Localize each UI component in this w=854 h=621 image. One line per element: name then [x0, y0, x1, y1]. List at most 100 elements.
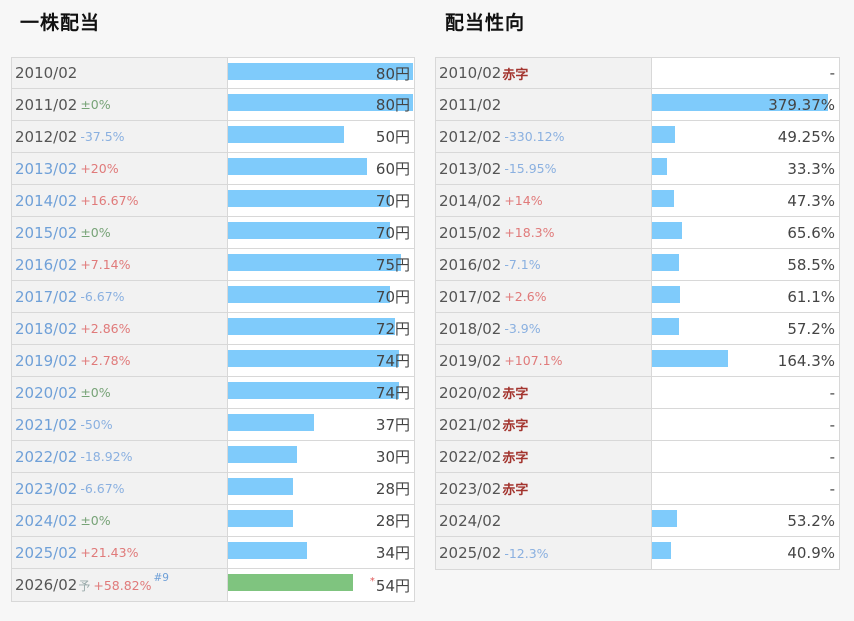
- value-label: 61.1%: [787, 287, 835, 306]
- value-label: 74円: [375, 352, 410, 370]
- year-cell: 2017/02 +2.6%: [436, 281, 652, 312]
- year-label: 2010/02: [439, 64, 502, 82]
- change-label: +2.6%: [504, 289, 547, 304]
- bar-cell: -: [652, 441, 839, 472]
- table-row: 2019/02 +2.78% 74円: [12, 345, 414, 377]
- year-cell: 2012/02 -37.5%: [12, 121, 228, 152]
- table-row: 2021/02 赤字 -: [436, 409, 839, 441]
- table-row: 2013/02 +20% 60円: [12, 153, 414, 185]
- dividend-bar: [228, 382, 399, 399]
- year-cell: 2022/02 赤字: [436, 441, 652, 472]
- year-label: 2025/02: [439, 544, 502, 562]
- deficit-label: 赤字: [502, 451, 529, 466]
- value-label: 34円: [375, 544, 410, 562]
- dividend-bar: [228, 510, 293, 527]
- year-cell: 2014/02 +14%: [436, 185, 652, 216]
- table-row: 2017/02 -6.67% 70円: [12, 281, 414, 313]
- year-cell: 2010/02: [12, 58, 228, 88]
- deficit-label: 赤字: [502, 67, 529, 83]
- bar-cell: 164.3%: [652, 345, 839, 376]
- table-row: 2023/02 赤字 -: [436, 473, 839, 505]
- value-label: 70円: [375, 192, 410, 210]
- bar-cell: 33.3%: [652, 153, 839, 184]
- year-label: 2022/02: [15, 447, 78, 466]
- bar-cell: -: [652, 409, 839, 440]
- value-label: 70円: [375, 288, 410, 306]
- bar-cell: -: [652, 473, 839, 504]
- year-cell: 2019/02 +2.78%: [12, 345, 228, 376]
- table-row: 2021/02 -50% 37円: [12, 409, 414, 441]
- payout-bar: [652, 286, 680, 303]
- bar-cell: 70円: [228, 281, 414, 312]
- table-row: 2014/02 +16.67% 70円: [12, 185, 414, 217]
- table-row: 2018/02 +2.86% 72円: [12, 313, 414, 345]
- year-label: 2012/02: [15, 127, 78, 146]
- year-label: 2024/02: [439, 511, 502, 530]
- value-label: -: [829, 64, 835, 82]
- bar-cell: -: [652, 58, 839, 88]
- year-cell: 2014/02 +16.67%: [12, 185, 228, 216]
- year-label: 2020/02: [15, 383, 78, 402]
- year-label: 2021/02: [15, 415, 78, 434]
- dividend-bar: [228, 446, 297, 463]
- value-label: 65.6%: [787, 223, 835, 242]
- change-label: ±0%: [80, 513, 111, 528]
- year-label: 2023/02: [439, 479, 502, 498]
- year-label: 2019/02: [439, 351, 502, 370]
- payout-bar: [652, 126, 675, 143]
- year-label: 2014/02: [439, 191, 502, 210]
- year-label: 2015/02: [439, 223, 502, 242]
- dividend-bar: [228, 350, 399, 367]
- note-link[interactable]: #9: [153, 572, 169, 584]
- change-label: -12.3%: [504, 545, 549, 561]
- table-row: 2026/02 予 +58.82% #9 * 54円: [12, 569, 414, 601]
- table-row: 2022/02 -18.92% 30円: [12, 441, 414, 473]
- year-cell: 2018/02 -3.9%: [436, 313, 652, 344]
- year-cell: 2012/02 -330.12%: [436, 121, 652, 152]
- bar-cell: -: [652, 377, 839, 408]
- payout-table: 2010/02 赤字 -2011/02 379.37% 2012/02 -330.12% 4…: [435, 57, 840, 570]
- value-label: 28円: [375, 480, 410, 498]
- payout-bar: [652, 222, 682, 239]
- bar-cell: 53.2%: [652, 505, 839, 536]
- dividend-bar: [228, 94, 413, 111]
- bar-cell: 379.37%: [652, 89, 839, 120]
- payout-bar: [652, 190, 674, 207]
- dividend-bar: [228, 286, 390, 303]
- table-row: 2010/02 80円: [12, 58, 414, 89]
- year-cell: 2020/02 赤字: [436, 377, 652, 408]
- table-row: 2020/02 ±0% 74円: [12, 377, 414, 409]
- year-cell: 2017/02 -6.67%: [12, 281, 228, 312]
- value-label: 70円: [375, 224, 410, 242]
- table-row: 2010/02 赤字 -: [436, 58, 839, 89]
- year-cell: 2019/02 +107.1%: [436, 345, 652, 376]
- year-label: 2019/02: [15, 351, 78, 370]
- year-label: 2022/02: [439, 447, 502, 466]
- dividend-bar: [228, 542, 307, 559]
- value-label: 37円: [375, 416, 410, 434]
- change-label: -18.92%: [80, 449, 133, 464]
- change-label: +21.43%: [80, 545, 139, 560]
- year-label: 2013/02: [15, 159, 78, 178]
- dividend-bar: [228, 318, 395, 335]
- table-row: 2013/02 -15.95% 33.3%: [436, 153, 839, 185]
- payout-bar: [652, 94, 828, 111]
- table-row: 2016/02 +7.14% 75円: [12, 249, 414, 281]
- value-label: 49.25%: [777, 127, 835, 146]
- year-cell: 2021/02 赤字: [436, 409, 652, 440]
- year-label: 2011/02: [439, 95, 502, 114]
- value-label: 80円: [375, 64, 410, 83]
- year-cell: 2023/02 赤字: [436, 473, 652, 504]
- value-label: 60円: [375, 160, 410, 178]
- change-label: ±0%: [80, 225, 111, 240]
- year-cell: 2024/02: [436, 505, 652, 536]
- year-cell: 2025/02 +21.43%: [12, 537, 228, 568]
- bar-cell: 74円: [228, 345, 414, 376]
- dividend-bar: [228, 63, 413, 80]
- dividend-title: 一株配当: [20, 12, 101, 34]
- change-label: +107.1%: [504, 353, 563, 368]
- dividend-table: 2010/02 80円 2011/02 ±0% 80円 2012/02 -37.5% 50円 2…: [11, 57, 415, 602]
- year-cell: 2013/02 -15.95%: [436, 153, 652, 184]
- year-cell: 2022/02 -18.92%: [12, 441, 228, 472]
- value-label: 47.3%: [787, 191, 835, 210]
